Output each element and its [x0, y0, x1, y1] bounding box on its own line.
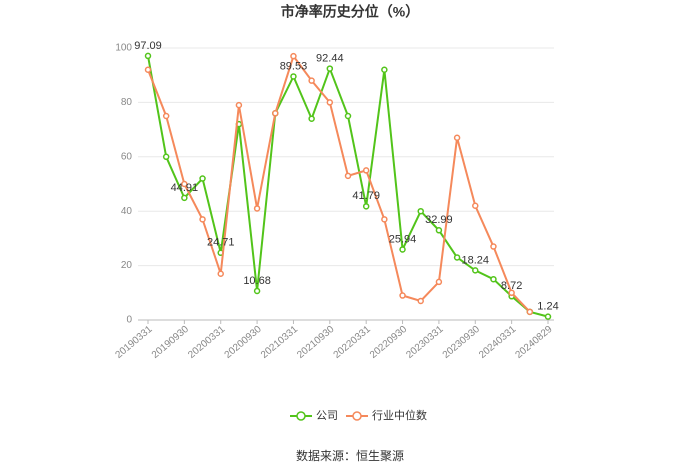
x-tick-label: 20240829 — [513, 324, 554, 361]
point — [326, 65, 334, 72]
point — [290, 52, 297, 60]
data-label: 1.24 — [537, 301, 558, 313]
point — [144, 52, 152, 60]
point — [490, 243, 497, 250]
legend-marker — [296, 411, 306, 421]
x-tick-label: 20240331 — [477, 324, 518, 361]
x-tick-label: 20210930 — [295, 324, 336, 361]
point — [253, 205, 261, 212]
point — [362, 167, 370, 174]
point — [217, 270, 224, 278]
point — [181, 180, 188, 188]
point — [417, 207, 424, 215]
point — [435, 227, 443, 234]
y-tick-label: 60 — [121, 151, 133, 162]
point — [344, 172, 352, 180]
point — [362, 203, 370, 210]
data-label: 24.71 — [207, 237, 235, 249]
data-label: 25.94 — [389, 233, 417, 245]
point — [399, 246, 406, 253]
point — [453, 134, 461, 142]
legend-label: 行业中位数 — [372, 408, 427, 422]
data-label: 10.68 — [243, 275, 271, 287]
point — [381, 66, 388, 74]
point — [199, 175, 206, 182]
point — [508, 289, 515, 297]
y-tick-label: 80 — [121, 97, 133, 108]
x-tick-label: 20230331 — [404, 324, 445, 361]
x-tick-label: 20190331 — [113, 324, 154, 361]
data-label: 41.79 — [352, 190, 380, 202]
x-tick-label: 20190930 — [150, 324, 191, 361]
data-label: 44.91 — [171, 182, 199, 194]
y-tick-label: 0 — [126, 315, 132, 326]
point — [326, 99, 334, 106]
data-label: 18.24 — [462, 254, 490, 266]
x-tick-label: 20200331 — [186, 324, 227, 361]
point — [381, 216, 388, 223]
data-label: 32.99 — [425, 214, 453, 226]
point — [544, 313, 552, 320]
series-line — [147, 53, 531, 313]
point — [308, 77, 315, 84]
x-tick-label: 20220331 — [332, 324, 373, 361]
point — [472, 202, 479, 210]
point — [162, 112, 170, 120]
point — [144, 66, 152, 74]
data-label: 97.09 — [134, 40, 162, 52]
point — [199, 216, 206, 223]
source: 数据来源：恒生聚源 — [296, 448, 404, 463]
point — [472, 267, 479, 274]
point — [435, 278, 443, 286]
point — [253, 287, 261, 295]
point — [490, 275, 497, 283]
point — [235, 101, 243, 109]
point — [181, 194, 188, 202]
chart-title: 市净率历史分位（%） — [281, 4, 419, 20]
data-label: 8.72 — [501, 280, 522, 292]
x-tick-label: 20200930 — [223, 324, 264, 361]
data-label: 92.44 — [316, 52, 344, 64]
x-tick-label: 20230930 — [441, 324, 482, 361]
point — [399, 292, 406, 299]
point — [290, 73, 297, 80]
legend-label: 公司 — [316, 410, 338, 422]
legend-marker — [352, 411, 362, 421]
point — [272, 110, 279, 117]
y-tick-label: 40 — [121, 206, 133, 217]
point — [344, 112, 352, 120]
x-tick-label: 20220930 — [368, 324, 409, 361]
point — [453, 254, 461, 261]
x-tick-label: 20210331 — [259, 324, 300, 361]
y-tick-label: 100 — [115, 43, 132, 54]
point — [308, 115, 315, 122]
y-tick-label: 20 — [121, 260, 133, 271]
point — [526, 308, 534, 316]
point — [162, 153, 170, 161]
point — [417, 297, 424, 305]
data-label: 89.53 — [280, 60, 308, 72]
series-line — [147, 55, 549, 318]
